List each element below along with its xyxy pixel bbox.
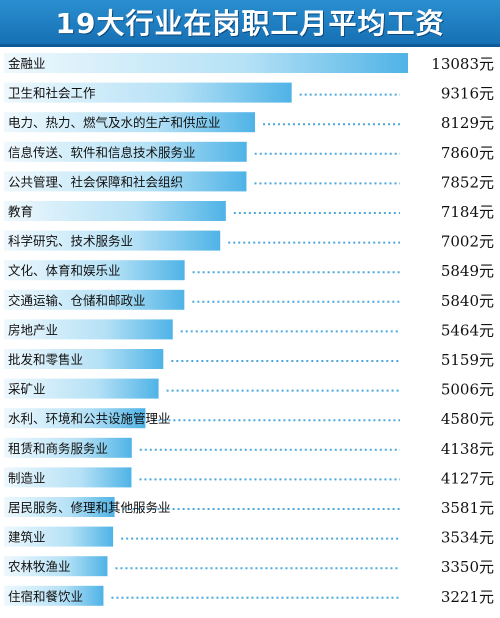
category-label-4: 公共管理、社会保障和社会组织 [8,174,183,189]
value-label-5: 7184元 [441,203,494,221]
bar-2 [4,112,256,133]
bar-4 [4,171,247,192]
bar-8 [4,289,185,310]
value-label-18: 3221元 [441,588,494,606]
chart-title-bar: 19大行业在岗职工月平均工资 [0,0,500,47]
bar-1 [4,82,292,103]
bar-15 [4,497,115,517]
bar-13 [4,437,132,458]
bar-7 [4,260,185,281]
category-label-9: 房地产业 [8,322,58,337]
value-label-16: 3534元 [441,529,494,547]
value-label-10: 5159元 [441,351,494,369]
bar-10 [4,349,164,369]
value-label-14: 4127元 [441,469,494,487]
value-label-9: 5464元 [441,321,494,339]
chart-title: 19大行业在岗职工月平均工资 [55,7,445,40]
bar-18 [4,585,104,606]
bar-14 [4,467,132,488]
value-label-12: 4580元 [441,410,494,428]
category-label-5: 教育 [8,204,33,219]
value-label-2: 8129元 [441,114,494,132]
category-label-14: 制造业 [8,470,46,485]
bar-17 [4,556,108,577]
value-label-17: 3350元 [441,558,494,576]
category-label-6: 科学研究、技术服务业 [8,234,133,249]
category-label-13: 租赁和商务服务业 [8,441,108,456]
bar-3 [4,141,247,162]
value-label-15: 3581元 [441,499,494,517]
category-label-1: 卫生和社会工作 [8,86,96,101]
category-label-10: 批发和零售业 [8,352,83,367]
value-label-4: 7852元 [441,173,494,191]
category-label-17: 农林牧渔业 [8,559,71,574]
bar-11 [4,378,159,399]
category-label-3: 信息传送、软件和信息技术服务业 [8,145,196,160]
value-label-13: 4138元 [441,440,494,458]
value-label-8: 5840元 [441,292,494,310]
category-label-16: 建筑业 [8,530,46,545]
category-label-18: 住宿和餐饮业 [8,589,83,604]
category-label-15: 居民服务、修理和其他服务业 [8,500,171,515]
value-label-3: 7860元 [441,144,494,162]
category-label-0: 金融业 [8,56,46,71]
bar-0 [4,53,408,73]
category-label-12: 水利、环境和公共设施管理业 [8,411,171,426]
value-label-1: 9316元 [441,85,494,103]
bar-5 [4,201,226,221]
value-label-6: 7002元 [441,233,494,251]
bar-6 [4,230,221,251]
value-label-0: 13083元 [431,55,494,73]
category-label-7: 文化、体育和娱乐业 [8,263,121,278]
bar-12 [4,408,146,429]
bar-16 [4,526,114,547]
category-label-2: 电力、热力、燃气及水的生产和供应业 [8,115,221,130]
category-label-8: 交通运输、仓储和邮政业 [8,293,146,308]
category-label-11: 采矿业 [8,382,46,397]
value-label-11: 5006元 [441,381,494,399]
bar-9 [4,319,173,340]
value-label-7: 5849元 [441,262,494,280]
